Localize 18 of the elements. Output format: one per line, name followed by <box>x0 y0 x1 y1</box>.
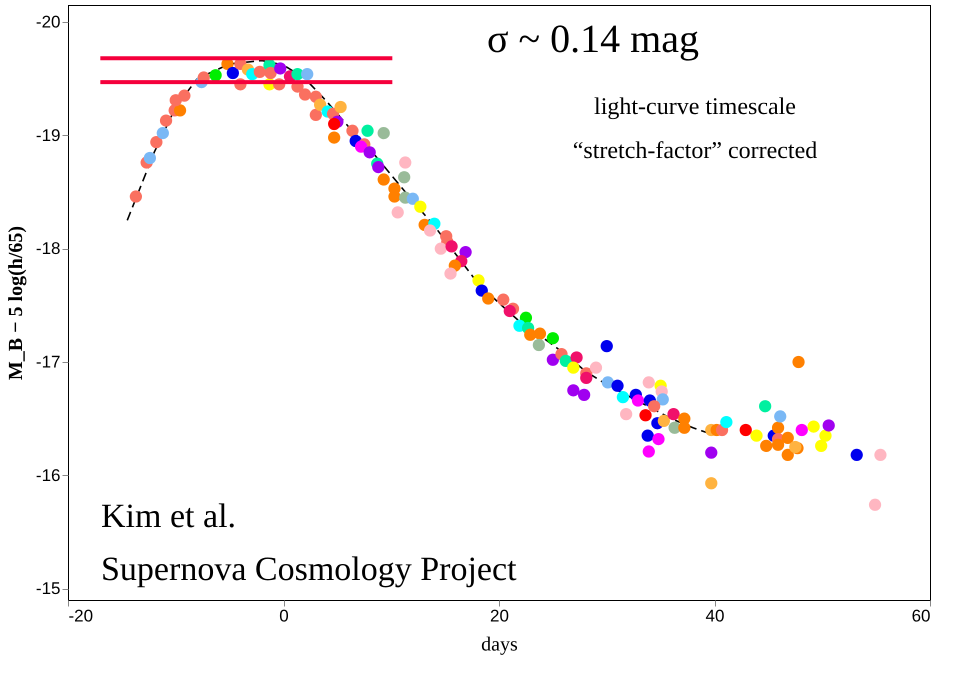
annotation: light-curve timescale <box>594 94 796 120</box>
x-tick-label: 60 <box>912 606 930 626</box>
y-axis-title: M_B − 5 log(h/65) <box>4 226 27 380</box>
y-tick-label: -15 <box>36 579 60 598</box>
x-axis-title: days <box>481 634 518 656</box>
x-tick-label: 20 <box>490 606 509 626</box>
y-tick-label: -20 <box>36 12 60 32</box>
annotation: “stretch-factor” corrected <box>572 138 818 164</box>
x-tick-label: -20 <box>68 606 94 626</box>
x-tick-label: 0 <box>279 606 289 626</box>
annotation: σ ~ 0.14 mag <box>486 16 700 61</box>
annotation: Kim et al. <box>101 498 236 535</box>
annotation: Supernova Cosmology Project <box>101 551 518 588</box>
y-tick-label: -19 <box>36 126 60 145</box>
y-tick-label: -17 <box>36 352 60 372</box>
x-tick-label: 40 <box>706 606 724 626</box>
y-tick-label: -16 <box>36 466 60 485</box>
y-tick-label: -18 <box>36 239 60 258</box>
